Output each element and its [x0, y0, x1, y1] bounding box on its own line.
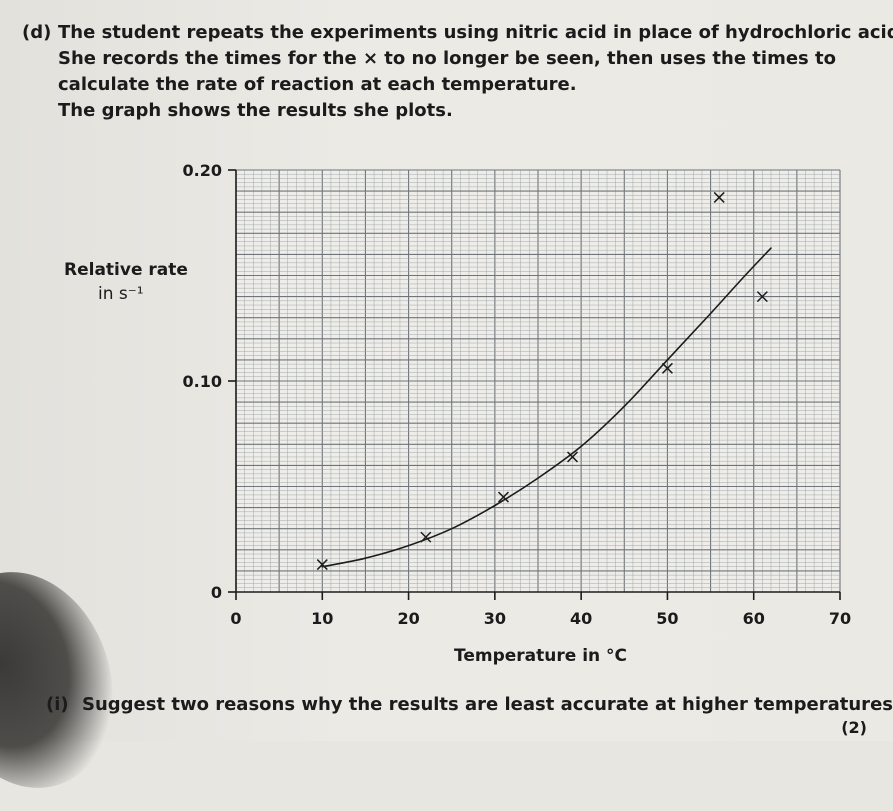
cross-stroke [316, 559, 328, 571]
best-fit-curve [321, 247, 772, 568]
cross-stroke [497, 491, 510, 503]
data-point-cross [420, 531, 432, 543]
x-tick-label: 40 [570, 609, 592, 628]
sub-question: (i) Suggest two reasons why the results a… [46, 694, 893, 715]
y-axis-label: Relative rate in s⁻¹ [64, 258, 188, 306]
y-axis-unit: in s⁻¹ [98, 284, 144, 304]
marks-allocation: (2) [841, 718, 867, 737]
cross-stroke [566, 451, 579, 463]
cross-stroke [756, 291, 768, 303]
data-point-cross [661, 362, 673, 374]
data-points [316, 191, 768, 571]
data-point-cross [497, 491, 510, 503]
x-tick-label: 60 [743, 609, 765, 628]
question-label: (d) [22, 22, 52, 43]
cross-stroke [661, 362, 673, 374]
question-line-1: The student repeats the experiments usin… [58, 22, 893, 43]
y-tick-label: 0.10 [183, 372, 222, 391]
x-tick-label: 30 [484, 609, 506, 628]
x-tick-label: 0 [230, 609, 241, 628]
question-line-3: calculate the rate of reaction at each t… [58, 74, 577, 95]
data-point-cross [756, 291, 768, 303]
rate-graph: 0 10 20 30 40 50 60 70 0 0.10 0.20 [183, 161, 852, 628]
x-tick-label: 50 [656, 609, 678, 628]
sub-question-text: Suggest two reasons why the results are … [82, 694, 893, 715]
data-point-cross [316, 559, 328, 571]
sub-question-label: (i) [46, 694, 69, 715]
graph-grid [235, 169, 841, 593]
y-tick-label: 0.20 [183, 161, 222, 180]
x-tick-label: 20 [397, 609, 419, 628]
question-line-4: The graph shows the results she plots. [58, 100, 453, 121]
x-tick-label: 10 [311, 609, 333, 628]
data-point-cross [713, 191, 725, 203]
data-point-cross [566, 451, 579, 463]
cross-stroke [713, 191, 725, 203]
cross-stroke [420, 531, 432, 543]
x-tick-label: 70 [829, 609, 851, 628]
y-axis-title: Relative rate [64, 260, 188, 280]
x-axis-label: Temperature in °C [454, 646, 628, 666]
question-line-2: She records the times for the × to no lo… [58, 48, 836, 69]
graph-axes: 0 10 20 30 40 50 60 70 0 0.10 0.20 [183, 161, 852, 628]
question-text: The student repeats the experiments usin… [58, 20, 893, 124]
y-tick-label: 0 [211, 583, 222, 602]
best-fit-curve-group [321, 247, 772, 568]
